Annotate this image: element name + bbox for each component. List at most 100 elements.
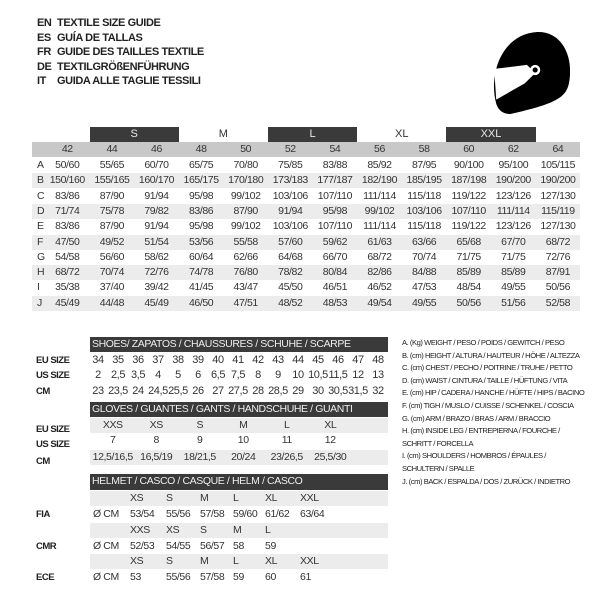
header-line: FR GUIDE DES TAILLES TEXTILE xyxy=(37,46,204,58)
table-cell: 123/126 xyxy=(495,220,532,233)
table-cell: S xyxy=(196,419,204,431)
table-cell: 115/118 xyxy=(407,220,441,233)
table-cell: 91/94 xyxy=(144,189,169,202)
language-code: DE xyxy=(37,60,52,73)
table-cell: 9 xyxy=(275,369,281,382)
table-cell: 59 xyxy=(265,539,276,552)
row-label: I xyxy=(37,281,40,294)
table-cell: 71/75 xyxy=(501,250,526,263)
table-cell: 85/89 xyxy=(501,266,526,279)
table-cell: 48/53 xyxy=(322,296,348,309)
language-code: EN xyxy=(37,17,52,29)
column-header: 58 xyxy=(418,143,430,155)
legend-item: J. (cm) BACK / ESPALDA / DOS / ZURÜCK / … xyxy=(402,476,571,486)
table-cell: 46/52 xyxy=(367,281,392,294)
table-cell: 58/62 xyxy=(144,250,169,263)
table-cell: 95/98 xyxy=(188,189,214,202)
table-cell: 107/110 xyxy=(317,220,353,233)
size-label: S xyxy=(166,555,173,568)
column-header: 60 xyxy=(463,143,475,155)
table-cell: 5 xyxy=(175,369,181,382)
table-cell: 50/56 xyxy=(456,296,482,309)
size-label: XS xyxy=(166,523,180,536)
table-cell: 170/180 xyxy=(228,174,264,187)
table-cell: 46/51 xyxy=(322,281,348,294)
table-cell: 115/119 xyxy=(541,204,575,217)
table-cell: 95/100 xyxy=(498,159,529,171)
table-cell: 59 xyxy=(233,571,244,584)
table-cell: 111/114 xyxy=(363,189,396,202)
row-label: EU SIZE xyxy=(36,424,70,435)
table-cell: 27,5 xyxy=(228,384,248,397)
table-cell: 70/74 xyxy=(411,250,437,263)
column-header: 62 xyxy=(507,143,519,155)
table-cell: 12 xyxy=(352,369,364,382)
table-cell: 65/68 xyxy=(456,235,482,248)
table-cell: 160/170 xyxy=(138,174,175,187)
table-cell: 47/53 xyxy=(411,281,437,294)
section-title: HELMET / CASCO / CASQUE / HELM / CASCO xyxy=(90,474,388,490)
table-cell: 24 xyxy=(132,384,144,397)
row-label: E xyxy=(37,220,44,233)
table-cell: 187/198 xyxy=(451,174,487,187)
row-label: CMR xyxy=(36,540,57,552)
row-stripe xyxy=(32,265,580,281)
size-label: M xyxy=(200,555,209,568)
legend-item: A. (Kg) WEIGHT / PESO / POIDS / GEWITCH … xyxy=(402,338,565,347)
table-cell: 30 xyxy=(312,384,324,397)
table-cell: 47/50 xyxy=(55,235,80,248)
table-cell: 44/48 xyxy=(99,296,125,309)
table-cell: 35/38 xyxy=(55,281,80,294)
legend-item: E. (cm) HIP / CADERA / HANCHE / HÜFTE / … xyxy=(402,388,585,398)
table-cell: 79/82 xyxy=(144,204,169,217)
table-cell: 87/95 xyxy=(411,159,437,171)
table-cell: 51/54 xyxy=(144,235,169,248)
table-cell: 53 xyxy=(130,571,141,584)
table-cell: 83/86 xyxy=(55,220,80,233)
table-cell: 60/70 xyxy=(144,159,169,171)
table-cell: 173/183 xyxy=(272,174,309,187)
table-cell: 37 xyxy=(152,354,164,366)
table-cell: 68/72 xyxy=(55,266,80,279)
measurement-legend: A. (Kg) WEIGHT / PESO / POIDS / GEWITCH … xyxy=(402,337,585,488)
table-cell: 83/86 xyxy=(55,189,80,202)
table-cell: 9 xyxy=(197,434,203,446)
table-cell: 63/64 xyxy=(300,508,325,520)
table-cell: 55/58 xyxy=(233,235,259,248)
table-cell: 52/58 xyxy=(545,296,571,309)
header-line: EN TEXTILE SIZE GUIDE xyxy=(37,17,161,29)
size-label: L xyxy=(233,555,239,568)
helmet-icon xyxy=(493,32,570,114)
table-cell: 182/190 xyxy=(361,174,398,187)
row-stripe xyxy=(32,203,580,219)
column-header: 44 xyxy=(106,143,118,155)
table-cell: 70/80 xyxy=(233,159,259,171)
table-cell: 190/200 xyxy=(540,174,576,187)
table-cell: 13 xyxy=(372,369,384,382)
size-label: XL xyxy=(265,492,278,504)
size-group-label: S xyxy=(89,127,179,142)
column-header: 56 xyxy=(374,143,385,155)
size-label: XXL xyxy=(300,555,319,568)
table-cell: 53/56 xyxy=(188,235,214,248)
size-label: S xyxy=(166,492,173,504)
table-cell: 51/56 xyxy=(501,296,526,309)
table-cell: 24,5 xyxy=(148,384,168,397)
legend-item: B. (cm) HEIGHT / ALTURA / HAUTEUR / HÖHE… xyxy=(402,350,580,360)
row-stripe xyxy=(90,450,388,465)
language-code: FR xyxy=(37,46,51,58)
table-cell: 82/86 xyxy=(367,266,392,279)
table-cell: 155/165 xyxy=(94,174,130,187)
table-cell: 127/130 xyxy=(540,189,576,202)
table-cell: 85/89 xyxy=(456,266,482,279)
table-cell: 27 xyxy=(212,384,224,397)
table-cell: 56/60 xyxy=(99,250,125,263)
row-stripe xyxy=(90,554,388,570)
row-label: B xyxy=(37,174,44,187)
header-title: TEXTILE SIZE GUIDE xyxy=(57,17,161,29)
size-label: XS xyxy=(130,492,144,504)
table-cell: 10 xyxy=(237,434,249,446)
column-header: 50 xyxy=(240,143,252,155)
table-cell: 31,5 xyxy=(348,384,368,397)
table-cell: 60/64 xyxy=(188,250,214,263)
